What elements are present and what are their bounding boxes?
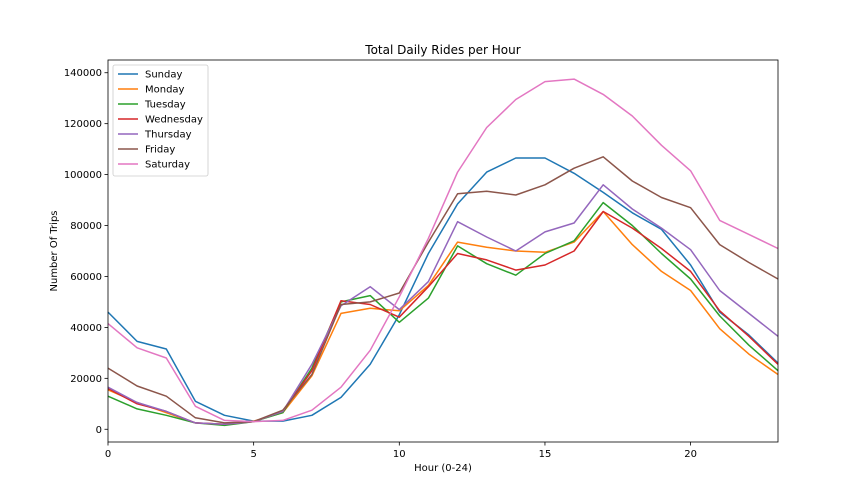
legend-label: Tuesday [144,100,186,111]
plot-area-frame [107,59,779,443]
legend-label: Thursday [144,130,192,141]
y-tick-label: 40000 [70,323,102,334]
legend: Sunday Monday Tuesday Wednesday Thursday Frid… [112,64,209,177]
series-layer [107,78,779,427]
x-tick-label: 20 [684,449,697,460]
legend-label: Monday [145,85,185,96]
y-tick-label: 0 [96,425,102,436]
x-axis: 0 5 10 15 20 [105,442,697,460]
legend-label: Wednesday [145,115,203,126]
y-axis-label: Number Of Trips [49,210,60,291]
series-line-friday [107,156,779,424]
y-tick-label: 140000 [64,68,102,79]
y-axis: 0 20000 40000 60000 80000 100000 120000 140000 [64,68,108,436]
series-line-thursday [107,184,779,425]
x-tick-label: 15 [539,449,552,460]
x-tick-label: 10 [393,449,406,460]
x-tick-label: 5 [250,449,256,460]
chart-title: Total Daily Rides per Hour [364,43,520,57]
x-tick-label: 0 [105,449,111,460]
legend-label: Sunday [145,70,182,81]
y-tick-label: 80000 [70,221,102,232]
series-line-sunday [107,157,779,422]
y-tick-label: 100000 [64,170,102,181]
y-tick-label: 120000 [64,119,102,130]
y-tick-label: 60000 [70,272,102,283]
y-tick-label: 20000 [70,374,102,385]
series-line-wednesday [107,210,779,425]
series-line-saturday [107,78,779,423]
x-axis-label: Hour (0-24) [414,463,472,474]
legend-label: Saturday [145,160,190,171]
series-line-tuesday [107,201,779,427]
series-line-monday [107,210,779,425]
legend-label: Friday [145,145,175,156]
